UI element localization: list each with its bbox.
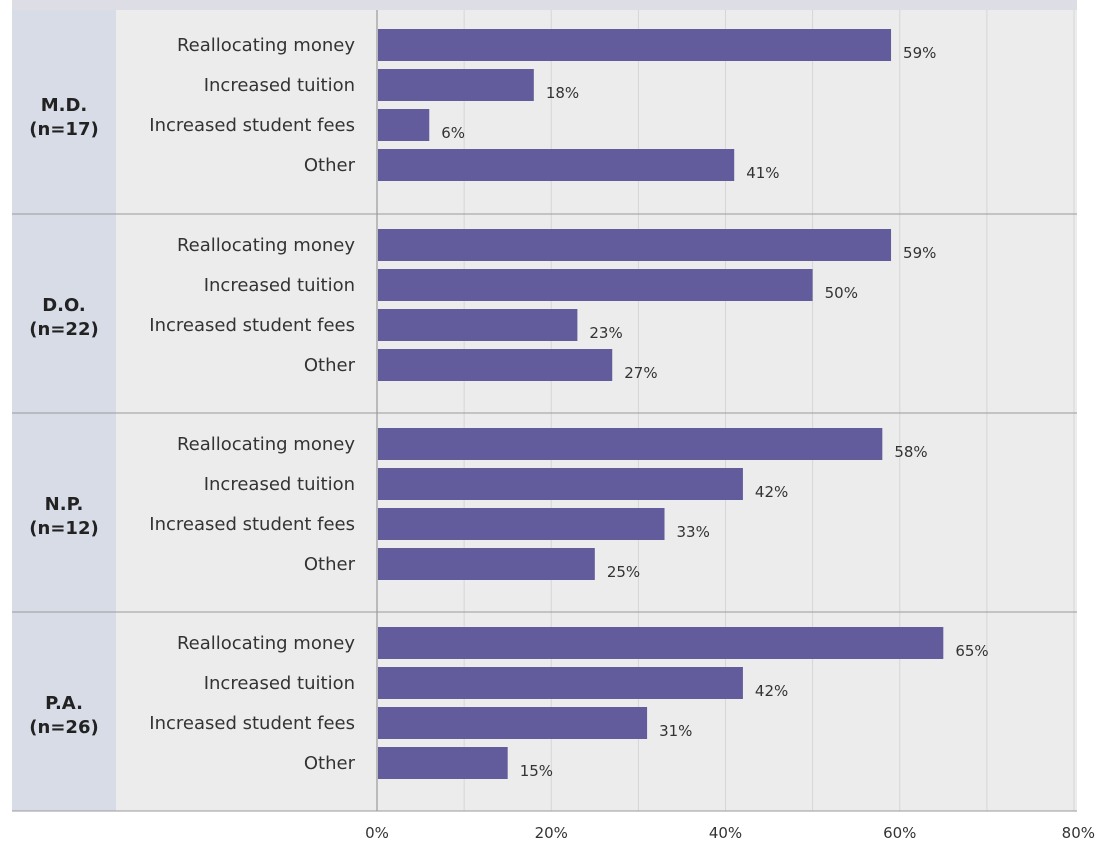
data-label: 33% <box>677 523 710 541</box>
bar <box>378 269 813 301</box>
category-label: Other <box>304 554 356 575</box>
bar <box>378 428 883 460</box>
category-label: Other <box>304 155 356 176</box>
data-label: 58% <box>894 443 927 461</box>
data-label: 59% <box>903 44 936 62</box>
bar <box>378 627 944 659</box>
category-label: Increased tuition <box>204 474 355 495</box>
top-band <box>12 0 1077 10</box>
group-sample-size: (n=12) <box>29 518 98 539</box>
group-name: N.P. <box>45 494 84 515</box>
category-label: Reallocating money <box>177 35 355 56</box>
category-label: Reallocating money <box>177 235 355 256</box>
bar <box>378 229 892 261</box>
bar <box>378 548 595 580</box>
category-label: Increased tuition <box>204 75 355 96</box>
data-label: 42% <box>755 483 788 501</box>
x-tick-label: 60% <box>883 824 916 842</box>
category-label: Increased tuition <box>204 275 355 296</box>
bar <box>378 667 743 699</box>
data-label: 50% <box>825 284 858 302</box>
data-label: 42% <box>755 682 788 700</box>
data-label: 18% <box>546 84 579 102</box>
data-label: 6% <box>441 124 465 142</box>
category-label: Increased tuition <box>204 673 355 694</box>
x-tick-label: 20% <box>535 824 568 842</box>
x-tick-label: 0% <box>365 824 389 842</box>
group-name: D.O. <box>42 295 86 316</box>
group-sample-size: (n=22) <box>29 319 98 340</box>
data-label: 23% <box>589 324 622 342</box>
category-label: Increased student fees <box>149 713 355 734</box>
category-label: Reallocating money <box>177 434 355 455</box>
bar <box>378 109 430 141</box>
bar <box>378 468 743 500</box>
data-label: 15% <box>520 762 553 780</box>
bar <box>378 707 648 739</box>
bar <box>378 508 665 540</box>
bar <box>378 309 578 341</box>
category-label: Increased student fees <box>149 514 355 535</box>
data-label: 25% <box>607 563 640 581</box>
group-label-column <box>12 10 116 811</box>
data-label: 27% <box>624 364 657 382</box>
category-label: Reallocating money <box>177 633 355 654</box>
data-label: 41% <box>746 164 779 182</box>
data-label: 65% <box>955 642 988 660</box>
group-sample-size: (n=26) <box>29 717 98 738</box>
x-tick-label: 80% <box>1062 824 1095 842</box>
group-name: P.A. <box>45 693 83 714</box>
bar <box>378 349 613 381</box>
category-label: Other <box>304 753 356 774</box>
bar <box>378 747 508 779</box>
bar <box>378 69 534 101</box>
category-label: Increased student fees <box>149 315 355 336</box>
bar <box>378 29 892 61</box>
x-tick-label: 40% <box>709 824 742 842</box>
bar <box>378 149 735 181</box>
group-sample-size: (n=17) <box>29 119 98 140</box>
group-name: M.D. <box>41 95 88 116</box>
data-label: 31% <box>659 722 692 740</box>
category-label: Other <box>304 355 356 376</box>
data-label: 59% <box>903 244 936 262</box>
category-label: Increased student fees <box>149 115 355 136</box>
